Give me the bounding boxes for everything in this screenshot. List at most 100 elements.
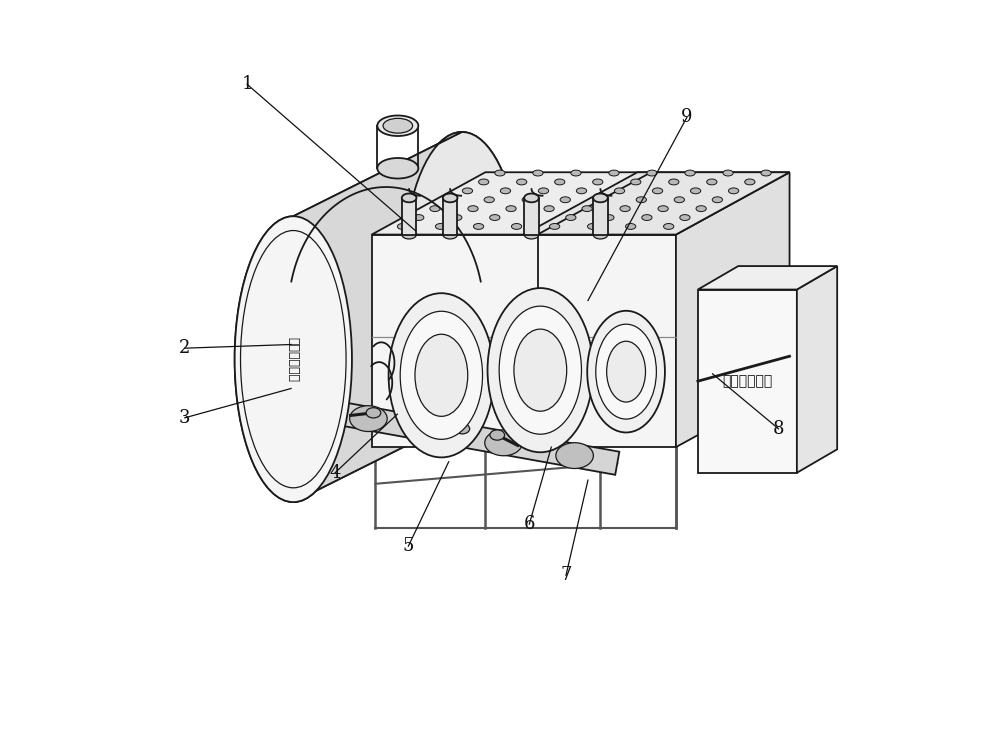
Ellipse shape <box>479 179 489 185</box>
Ellipse shape <box>658 206 668 212</box>
Ellipse shape <box>652 188 663 194</box>
Ellipse shape <box>397 224 408 229</box>
Ellipse shape <box>588 224 598 229</box>
Ellipse shape <box>544 206 554 212</box>
Ellipse shape <box>506 206 516 212</box>
Ellipse shape <box>696 206 706 212</box>
Ellipse shape <box>366 408 381 418</box>
Ellipse shape <box>350 406 387 432</box>
Polygon shape <box>293 132 520 502</box>
Ellipse shape <box>745 179 755 185</box>
Ellipse shape <box>286 394 323 420</box>
Ellipse shape <box>484 197 494 203</box>
Text: 3: 3 <box>179 409 191 427</box>
Ellipse shape <box>389 293 494 457</box>
Ellipse shape <box>402 194 416 202</box>
Ellipse shape <box>728 188 739 194</box>
Ellipse shape <box>712 197 723 203</box>
Ellipse shape <box>468 206 478 212</box>
Ellipse shape <box>593 230 608 239</box>
Ellipse shape <box>400 312 483 439</box>
Ellipse shape <box>664 224 674 229</box>
Ellipse shape <box>528 215 538 221</box>
Ellipse shape <box>566 215 576 221</box>
Ellipse shape <box>609 170 619 176</box>
Polygon shape <box>235 132 462 502</box>
Ellipse shape <box>576 188 587 194</box>
Polygon shape <box>676 172 790 447</box>
Ellipse shape <box>514 329 567 411</box>
Ellipse shape <box>674 197 684 203</box>
Polygon shape <box>260 388 619 475</box>
Ellipse shape <box>495 170 505 176</box>
Ellipse shape <box>538 188 549 194</box>
Ellipse shape <box>452 215 462 221</box>
Ellipse shape <box>680 215 690 221</box>
Polygon shape <box>372 235 676 447</box>
Ellipse shape <box>556 443 593 468</box>
Ellipse shape <box>598 197 608 203</box>
Ellipse shape <box>421 419 458 444</box>
Ellipse shape <box>443 230 457 239</box>
Ellipse shape <box>636 197 646 203</box>
Ellipse shape <box>593 194 608 202</box>
Ellipse shape <box>669 179 679 185</box>
Ellipse shape <box>647 170 657 176</box>
Ellipse shape <box>415 334 468 416</box>
Polygon shape <box>593 198 608 235</box>
Ellipse shape <box>490 215 500 221</box>
Ellipse shape <box>377 158 418 179</box>
Text: 尾水收集装置: 尾水收集装置 <box>287 336 300 382</box>
Ellipse shape <box>723 170 733 176</box>
Polygon shape <box>372 172 790 235</box>
Ellipse shape <box>511 224 522 229</box>
Ellipse shape <box>402 230 416 239</box>
Text: 2: 2 <box>179 339 190 357</box>
Ellipse shape <box>490 430 505 440</box>
Polygon shape <box>698 266 837 290</box>
Ellipse shape <box>462 188 473 194</box>
Ellipse shape <box>555 179 565 185</box>
Ellipse shape <box>500 188 511 194</box>
Ellipse shape <box>524 194 539 202</box>
Ellipse shape <box>485 430 522 456</box>
Ellipse shape <box>403 132 521 418</box>
Ellipse shape <box>587 311 665 432</box>
Text: 8: 8 <box>773 420 784 438</box>
Text: 5: 5 <box>403 537 414 555</box>
Ellipse shape <box>443 194 457 202</box>
Ellipse shape <box>620 206 630 212</box>
Ellipse shape <box>690 188 701 194</box>
Ellipse shape <box>455 424 470 434</box>
Ellipse shape <box>499 306 581 434</box>
Ellipse shape <box>383 118 413 133</box>
Polygon shape <box>698 290 797 473</box>
Ellipse shape <box>642 215 652 221</box>
Ellipse shape <box>596 324 656 419</box>
Ellipse shape <box>604 215 614 221</box>
Ellipse shape <box>473 224 484 229</box>
Polygon shape <box>797 266 837 473</box>
Text: 6: 6 <box>524 515 535 533</box>
Ellipse shape <box>685 170 695 176</box>
Ellipse shape <box>582 206 592 212</box>
Ellipse shape <box>235 216 352 502</box>
Ellipse shape <box>522 197 532 203</box>
Polygon shape <box>443 198 457 235</box>
Text: 9: 9 <box>681 108 693 126</box>
Ellipse shape <box>524 230 539 239</box>
Polygon shape <box>524 172 790 235</box>
Ellipse shape <box>607 342 646 402</box>
Ellipse shape <box>614 188 625 194</box>
Ellipse shape <box>631 179 641 185</box>
Ellipse shape <box>517 179 527 185</box>
Ellipse shape <box>435 224 446 229</box>
Text: 7: 7 <box>560 567 572 584</box>
Text: 4: 4 <box>329 464 341 482</box>
Ellipse shape <box>446 197 456 203</box>
Polygon shape <box>402 198 416 235</box>
Ellipse shape <box>488 288 593 452</box>
Ellipse shape <box>761 170 771 176</box>
Text: 微纳米气泡机: 微纳米气泡机 <box>722 374 773 388</box>
Ellipse shape <box>377 116 418 136</box>
